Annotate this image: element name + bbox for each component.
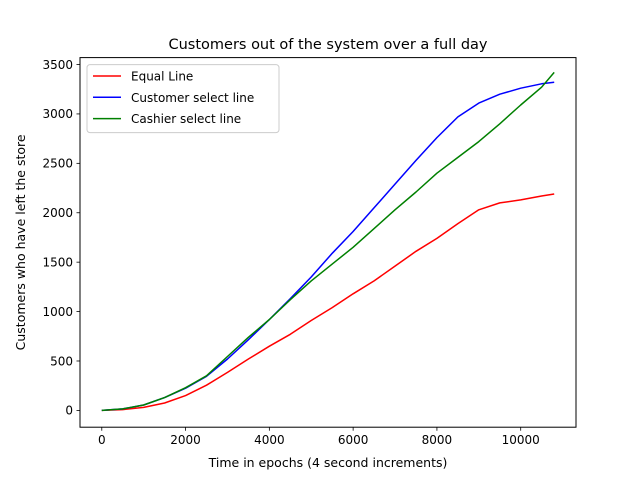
axis-ticks: 0 2000 4000 6000 8000 10000 0 500 1000 1500 2000 25… <box>42 58 539 447</box>
plot-area <box>101 71 555 412</box>
x-tick-label: 2000 <box>170 433 201 447</box>
x-tick-label: 4000 <box>254 433 285 447</box>
legend-label: Customer select line <box>131 91 254 105</box>
x-tick-label: 8000 <box>422 433 453 447</box>
y-tick-label: 1000 <box>42 305 73 319</box>
chart-title: Customers out of the system over a full … <box>168 37 487 53</box>
y-axis-label: Customers who have left the store <box>13 134 28 350</box>
y-tick-label: 2000 <box>42 206 73 220</box>
y-tick-label: 1500 <box>42 255 73 269</box>
y-tick-label: 3000 <box>42 107 73 121</box>
legend-label: Cashier select line <box>131 112 241 126</box>
y-tick-label: 2500 <box>42 157 73 171</box>
x-tick-label: 10000 <box>502 433 540 447</box>
series-line-3 <box>101 71 555 412</box>
y-tick-label: 500 <box>50 354 73 368</box>
axes-frame <box>79 57 577 428</box>
y-tick-label: 3500 <box>42 58 73 72</box>
y-tick-label: 0 <box>65 404 73 418</box>
x-tick-label: 0 <box>98 433 106 447</box>
legend-label: Equal Line <box>131 70 193 84</box>
x-tick-label: 6000 <box>338 433 369 447</box>
legend: Equal Line Customer select line Cashier se… <box>86 64 280 134</box>
x-axis-label: Time in epochs (4 second increments) <box>208 455 448 470</box>
legend-box <box>86 64 280 134</box>
series-line-1 <box>101 193 555 412</box>
